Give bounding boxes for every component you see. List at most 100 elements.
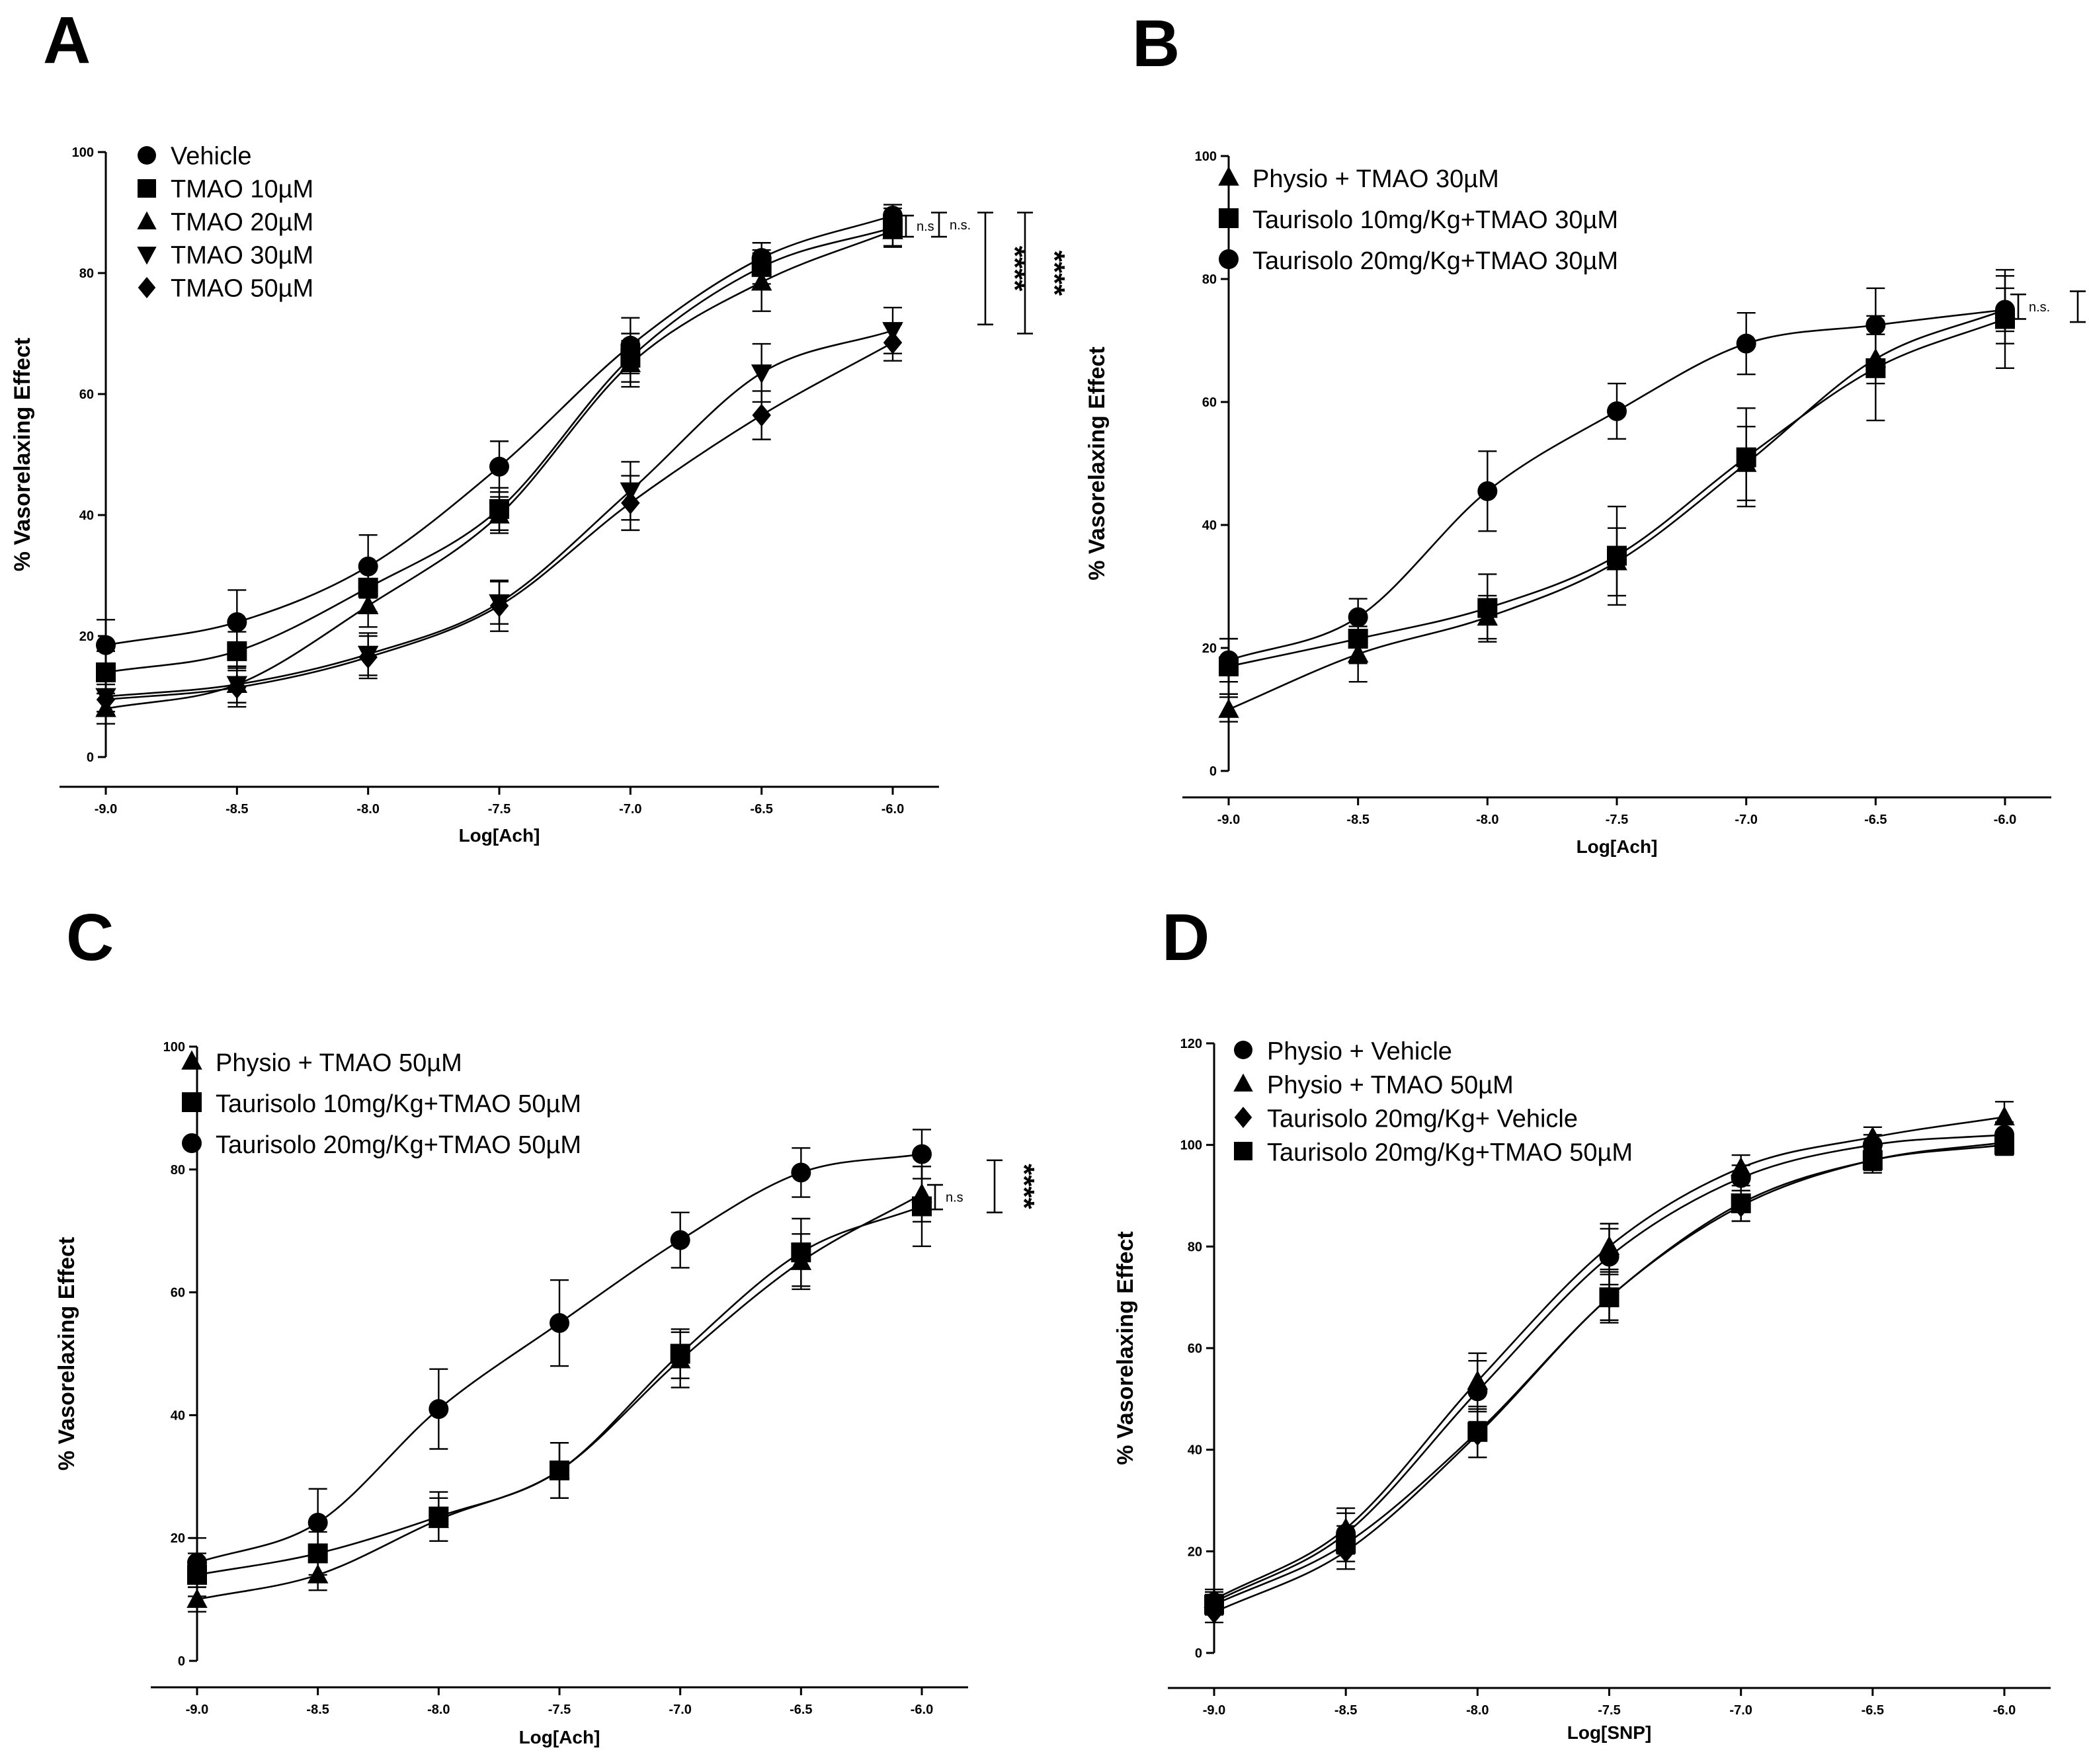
y-tick-label: 60 xyxy=(1202,395,1217,410)
data-point xyxy=(1598,1235,1620,1256)
data-point xyxy=(96,635,116,655)
data-point xyxy=(1862,1126,1883,1146)
data-point xyxy=(791,1242,811,1263)
legend-marker xyxy=(1234,1142,1252,1160)
x-axis-label: Log[Ach] xyxy=(519,1727,600,1747)
y-tick-label: 60 xyxy=(1188,1342,1202,1356)
panel-letter: A xyxy=(43,3,91,77)
y-tick-label: 20 xyxy=(1202,641,1217,656)
legend-marker xyxy=(1234,1106,1252,1129)
x-tick-label: -9.0 xyxy=(1217,813,1240,827)
data-point xyxy=(1994,1135,2014,1155)
x-tick-label: -8.0 xyxy=(427,1703,450,1717)
y-tick-label: 100 xyxy=(1180,1139,1202,1153)
legend-marker xyxy=(1219,208,1239,228)
y-tick-label: 40 xyxy=(1188,1443,1202,1458)
legend-label: Taurisolo 10mg/Kg+TMAO 30µM xyxy=(1252,206,1618,234)
x-tick-label: -8.0 xyxy=(1476,813,1498,827)
x-axis-label: Log[SNP] xyxy=(1567,1722,1652,1743)
legend-label: TMAO 30µM xyxy=(171,242,313,270)
x-tick-label: -7.0 xyxy=(1735,813,1757,827)
data-point xyxy=(357,594,379,614)
legend-marker xyxy=(181,1050,202,1070)
y-axis-label: % Vasorelaxing Effect xyxy=(10,338,35,571)
data-point xyxy=(1219,650,1239,670)
data-point xyxy=(1467,1370,1489,1390)
x-tick-label: -6.0 xyxy=(1993,1703,2016,1718)
x-tick-label: -9.0 xyxy=(1203,1703,1225,1718)
x-tick-label: -6.0 xyxy=(881,802,904,817)
y-tick-label: 40 xyxy=(79,508,94,523)
y-tick-label: 100 xyxy=(72,145,94,160)
sig-label: n.s. xyxy=(2029,300,2050,315)
data-point xyxy=(550,1313,569,1334)
y-axis-label: % Vasorelaxing Effect xyxy=(54,1237,79,1470)
data-point xyxy=(1348,607,1368,627)
y-axis-label: % Vasorelaxing Effect xyxy=(1085,346,1110,580)
x-tick-label: -6.0 xyxy=(1994,813,2016,827)
data-point xyxy=(307,1512,328,1533)
x-tick-label: -6.5 xyxy=(1862,1703,1884,1718)
legend-label: Physio + TMAO 30µM xyxy=(1252,165,1499,193)
x-tick-label: -7.5 xyxy=(1598,1703,1620,1718)
legend-label: TMAO 20µM xyxy=(171,209,313,237)
legend-marker xyxy=(182,1092,202,1112)
x-tick-label: -8.5 xyxy=(1346,813,1369,827)
data-point xyxy=(96,662,116,682)
legend-label: Taurisolo 20mg/Kg+TMAO 50µM xyxy=(1267,1139,1633,1166)
series-line xyxy=(1213,1144,2005,1606)
data-point xyxy=(912,1144,932,1164)
data-point xyxy=(489,504,510,524)
sig-label: **** xyxy=(1008,1164,1040,1209)
legend-marker xyxy=(1219,249,1239,269)
panel-letter: D xyxy=(1162,901,1209,975)
legend-label: Taurisolo 10mg/Kg+TMAO 50µM xyxy=(216,1090,581,1118)
series-line xyxy=(196,1193,922,1601)
data-point xyxy=(620,352,641,372)
series-line xyxy=(1213,1116,2005,1601)
data-point xyxy=(1477,481,1498,501)
data-point xyxy=(1736,333,1756,354)
data-point xyxy=(1736,447,1756,467)
legend-label: Physio + Vehicle xyxy=(1267,1037,1452,1065)
y-tick-label: 40 xyxy=(171,1408,185,1423)
legend-label: Taurisolo 20mg/Kg+TMAO 30µM xyxy=(1252,247,1618,275)
y-tick-label: 20 xyxy=(171,1531,185,1546)
x-tick-label: -7.0 xyxy=(1729,1703,1752,1718)
data-point xyxy=(96,688,116,711)
series-line xyxy=(1228,318,2006,668)
x-tick-label: -9.0 xyxy=(95,802,117,817)
data-point xyxy=(882,220,903,239)
y-tick-label: 0 xyxy=(87,750,94,765)
data-point xyxy=(751,364,772,384)
data-point xyxy=(489,594,509,618)
data-point xyxy=(550,1461,569,1481)
data-point xyxy=(1599,1287,1619,1308)
y-tick-label: 60 xyxy=(79,387,94,402)
x-tick-label: -9.0 xyxy=(186,1703,208,1717)
x-tick-label: -8.5 xyxy=(1334,1703,1357,1718)
legend-marker xyxy=(137,211,157,229)
y-tick-label: 80 xyxy=(79,266,94,281)
y-tick-label: 0 xyxy=(1195,1646,1202,1661)
legend-marker xyxy=(138,146,156,165)
panel-letter: B xyxy=(1132,7,1180,81)
data-point xyxy=(187,1552,207,1573)
data-point xyxy=(1477,598,1498,618)
legend-label: Physio + TMAO 50µM xyxy=(216,1049,462,1077)
data-point xyxy=(912,1196,932,1217)
y-tick-label: 0 xyxy=(1209,764,1217,779)
data-point xyxy=(186,1588,208,1608)
x-tick-label: -6.5 xyxy=(750,802,772,817)
chart-panel-a: A 0 20 40 60 80 100 -9.0 -8.5 -8.0 -7.5 -7.0 -6.5 -6.… xyxy=(10,3,1071,846)
y-tick-label: 80 xyxy=(171,1163,185,1178)
legend-marker xyxy=(1233,1073,1253,1092)
data-point xyxy=(1467,1422,1488,1442)
series-line xyxy=(196,1205,922,1576)
data-point xyxy=(1731,1193,1751,1214)
data-point xyxy=(1218,698,1239,718)
data-point xyxy=(670,1230,690,1250)
sig-label: **** xyxy=(999,246,1031,292)
data-point xyxy=(1607,401,1627,421)
chart-panel-d: D 0 20 40 60 80 100 120 -9.0 -8.5 -8.0 -7.5 -7.0 -6.5… xyxy=(1113,901,2051,1743)
